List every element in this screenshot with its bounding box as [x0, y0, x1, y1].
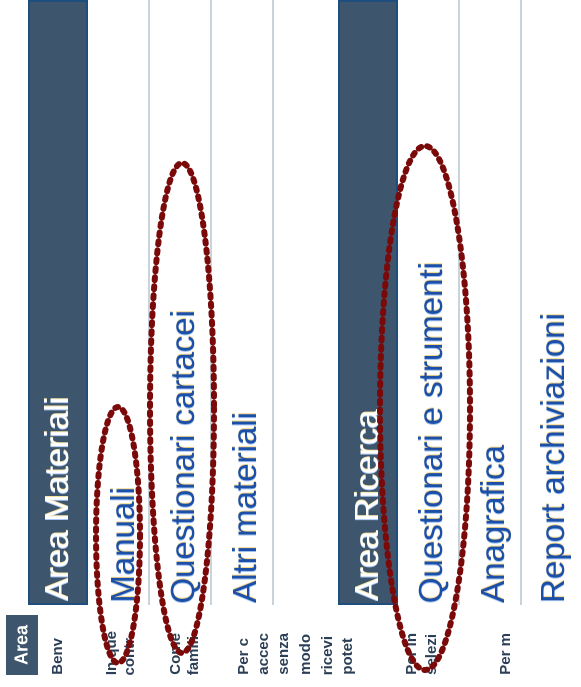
content-line: In que [103, 630, 120, 675]
content-line: senza [275, 633, 292, 675]
altri-materiali-link[interactable]: Altri materiali [226, 412, 263, 603]
content-line: Per m [497, 633, 514, 675]
content-line: Benv [49, 638, 66, 675]
content-line: famili [185, 635, 202, 675]
menu-item-anagrafica[interactable]: Anagrafica [468, 0, 520, 605]
menu-item-questionari-strumenti[interactable]: Questionari e strumenti [406, 0, 458, 605]
content-line: modo [297, 634, 314, 675]
rotated-menu: Area Materiali Manuali Questionari carta… [28, 0, 578, 605]
content-line: Per in [403, 633, 420, 675]
content-line: ricevi [319, 635, 336, 675]
area-ricerca-label: Area Ricerca [348, 410, 385, 601]
content-strip: Area Benv In que contr Come famili Per c… [0, 605, 581, 687]
content-line: contr [121, 637, 138, 676]
anagrafica-link[interactable]: Anagrafica [474, 445, 511, 603]
area-materiali-label: Area Materiali [38, 397, 75, 601]
content-line: selezi [423, 634, 440, 675]
menu-divider [148, 0, 150, 605]
menu-item-manuali[interactable]: Manuali [98, 0, 148, 605]
menu-divider [272, 0, 274, 605]
area-chip: Area [6, 615, 38, 675]
menu-divider [458, 0, 460, 605]
area-ricerca-tile[interactable]: Area Ricerca [338, 0, 398, 605]
report-archiviazioni-link[interactable]: Report archiviazioni [534, 313, 571, 603]
menu-item-altri-materiali[interactable]: Altri materiali [220, 0, 272, 605]
content-line: Come [167, 633, 184, 675]
menu-item-questionari-cartacei[interactable]: Questionari cartacei [158, 0, 210, 605]
menu-item-report-archiviazioni[interactable]: Report archiviazioni [530, 0, 578, 605]
menu-divider [520, 0, 522, 605]
content-line: Per c [235, 638, 252, 675]
content-line: accec [255, 633, 272, 675]
area-materiali-tile[interactable]: Area Materiali [28, 0, 88, 605]
manuali-link[interactable]: Manuali [104, 487, 141, 603]
menu-divider [210, 0, 212, 605]
content-line: potet [339, 638, 356, 675]
questionari-cartacei-link[interactable]: Questionari cartacei [164, 309, 201, 603]
questionari-strumenti-link[interactable]: Questionari e strumenti [412, 261, 449, 603]
